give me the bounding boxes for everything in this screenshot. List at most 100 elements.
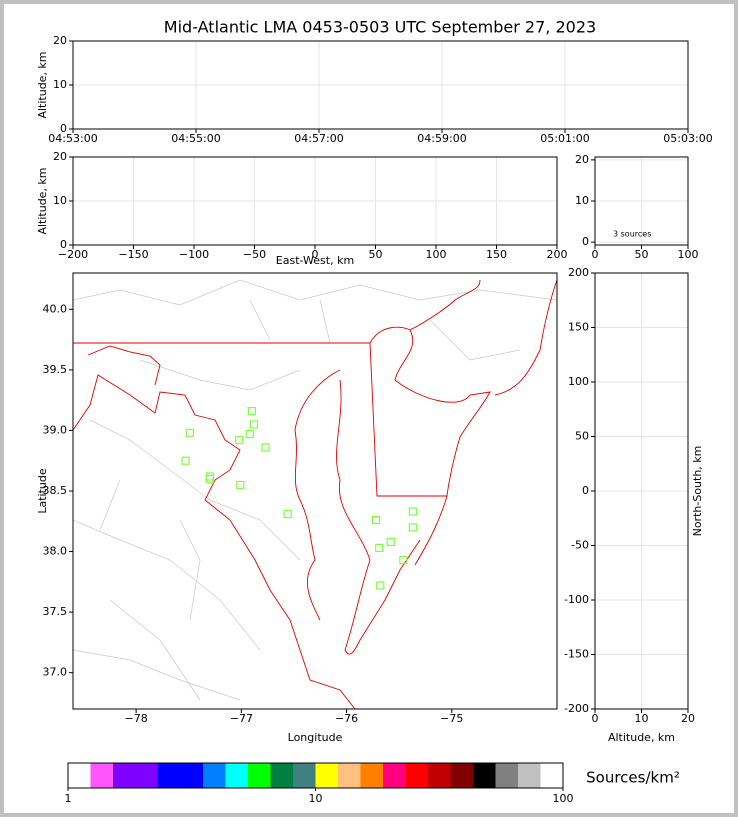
x-tick-label: −77 (230, 712, 253, 725)
colorbar-segment (383, 763, 406, 788)
source-point (386, 537, 395, 546)
x-tick-label: 200 (547, 248, 568, 261)
source-point (376, 581, 385, 590)
x-tick-label: 04:55:00 (171, 132, 220, 145)
source-point (408, 507, 417, 516)
y-tick-label: -200 (564, 702, 589, 715)
y-tick-label: 0 (582, 484, 589, 497)
source-point (283, 509, 292, 519)
axes-frame (72, 156, 558, 246)
colorbar-segment (225, 763, 249, 788)
colorbar-segment (360, 763, 384, 788)
colorbar-segment (158, 763, 181, 788)
x-tick-label: −150 (118, 248, 148, 261)
y-axis-label: North-South, km (691, 446, 704, 537)
colorbar-segment (428, 763, 451, 788)
y-tick-label: 10 (575, 194, 589, 207)
y-tick-label: 39.5 (43, 363, 68, 376)
y-tick-label: 20 (575, 153, 589, 166)
x-tick-label: −200 (58, 248, 88, 261)
x-tick-label: 0 (592, 248, 599, 261)
source-point (245, 429, 254, 439)
y-tick-label: 50 (575, 430, 589, 443)
x-tick-label: 04:57:00 (294, 132, 343, 145)
colorbar-tick-label: 10 (309, 792, 323, 805)
source-point (408, 523, 417, 532)
y-tick-label: 150 (568, 321, 589, 334)
x-tick-label: −76 (335, 712, 358, 725)
colorbar-segment (180, 763, 204, 788)
y-axis-label: Altitude, km (36, 51, 49, 118)
source-point (181, 456, 190, 465)
colorbar-segment (270, 763, 294, 788)
x-axis-label: Altitude, km (608, 731, 675, 744)
y-tick-label: 39.0 (43, 423, 68, 436)
y-tick-label: 0 (582, 235, 589, 248)
y-tick-label: 37.0 (43, 666, 68, 679)
source-point (235, 436, 244, 445)
colorbar-segment (135, 763, 159, 788)
y-axis-label: Altitude, km (36, 167, 49, 234)
source-point (236, 480, 245, 490)
y-tick-label: -150 (564, 648, 589, 661)
source-point (261, 443, 270, 452)
colorbar-segment (495, 763, 519, 788)
colorbar-segment (293, 763, 316, 788)
colorbar-segment (540, 763, 564, 788)
source-point (249, 420, 259, 429)
y-tick-label: 40.0 (43, 302, 68, 315)
colorbar-tick-label: 100 (553, 792, 574, 805)
y-tick-label: 37.5 (43, 605, 68, 618)
y-axis-label: Latitude (36, 468, 49, 514)
x-tick-label: 50 (635, 248, 649, 261)
source-point (247, 406, 256, 416)
axes-frame (72, 272, 558, 710)
chart-title: Mid-Atlantic LMA 0453-0503 UTC September… (164, 18, 596, 37)
colorbar-segment (338, 763, 361, 788)
x-tick-label: −78 (125, 712, 148, 725)
x-tick-label: 05:01:00 (540, 132, 589, 145)
source-point (399, 555, 408, 565)
y-tick-label: 20 (53, 150, 67, 163)
source-point (205, 474, 214, 483)
x-tick-label: 04:53:00 (48, 132, 97, 145)
y-tick-label: 20 (53, 34, 67, 47)
source-point (375, 543, 384, 553)
axes-frame (594, 272, 689, 710)
colorbar-segment (203, 763, 226, 788)
y-tick-label: 10 (53, 78, 67, 91)
colorbar-label: Sources/km² (586, 769, 680, 787)
colorbar-segment (68, 763, 91, 788)
x-axis-label: East-West, km (276, 254, 354, 267)
colorbar-segment (450, 763, 474, 788)
axes-frame (72, 40, 689, 130)
y-tick-label: 38.5 (43, 484, 68, 497)
colorbar-segment (90, 763, 114, 788)
map-boundaries (73, 279, 557, 709)
y-tick-label: 10 (53, 194, 67, 207)
axes-frame (594, 156, 689, 246)
colorbar-segment (518, 763, 541, 788)
y-tick-label: 0 (60, 238, 67, 251)
x-tick-label: 100 (678, 248, 699, 261)
colorbar-segment (248, 763, 271, 788)
colorbar-segment (473, 763, 496, 788)
y-tick-label: -100 (564, 593, 589, 606)
y-tick-label: 0 (60, 122, 67, 135)
x-tick-label: −50 (243, 248, 266, 261)
x-tick-label: 04:59:00 (417, 132, 466, 145)
colorbar-segment (315, 763, 339, 788)
x-axis-label: Longitude (288, 731, 343, 744)
colorbar-segment (405, 763, 429, 788)
x-tick-label: 05:03:00 (663, 132, 712, 145)
colorbar-segment (113, 763, 136, 788)
y-tick-label: 100 (568, 375, 589, 388)
x-tick-label: 100 (426, 248, 447, 261)
y-tick-label: 38.0 (43, 545, 68, 558)
x-tick-label: −75 (440, 712, 463, 725)
annotation: 3 sources (613, 230, 651, 239)
x-tick-label: 50 (369, 248, 383, 261)
source-point (185, 428, 194, 437)
